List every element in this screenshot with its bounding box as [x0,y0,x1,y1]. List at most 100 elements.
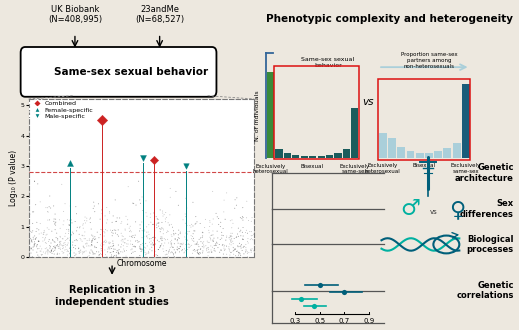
Point [118,233,126,239]
Point [207,243,215,248]
Bar [443,148,452,158]
Point [106,246,114,251]
Point [59,243,67,248]
Point [207,250,215,255]
Point [214,235,222,241]
Point [83,218,91,223]
Point [89,250,97,255]
Point [144,250,153,256]
Point [72,211,80,216]
Point [189,248,197,253]
Point [240,251,248,256]
Point [135,239,143,244]
Point [239,215,247,220]
Point [159,214,167,219]
Point [219,226,227,231]
Point [63,236,72,241]
Point [40,228,48,233]
Point [160,240,169,246]
Point [200,245,208,250]
Point [98,211,106,216]
Text: 23andMe
(N=68,527): 23andMe (N=68,527) [135,5,184,24]
Point [183,231,192,237]
Point [198,233,207,239]
Point [87,226,95,232]
Text: Proportion same-sex
partners among
non-heterosexuals: Proportion same-sex partners among non-h… [401,52,457,69]
Point [183,223,191,228]
Point [69,240,77,245]
Point [91,245,99,250]
Point [103,228,111,233]
Point [87,242,95,248]
Point [44,248,52,253]
Point [159,249,168,254]
Point [242,242,250,247]
Point [142,241,150,246]
Point [77,248,85,253]
Point [221,243,229,248]
Point [61,231,70,236]
Point [183,205,191,211]
Point [124,238,132,243]
Point [58,182,66,187]
Point [51,246,60,251]
Point [122,253,130,259]
Point [81,236,90,241]
Point [175,236,183,241]
Point [187,222,196,227]
Point [227,240,236,245]
Point [126,228,134,233]
Point [50,216,58,222]
Point [206,224,214,229]
Bar [343,149,350,158]
Point [73,228,81,234]
Point [72,237,80,242]
Point [227,250,235,255]
Point [146,236,154,242]
Point [120,240,129,246]
Point [93,240,102,245]
Point [192,221,200,226]
Point [114,248,122,254]
Point [43,245,51,250]
Point [234,244,242,249]
Point [42,235,50,240]
Point [86,250,94,255]
Point [212,243,220,248]
Point [112,228,120,233]
Point [51,222,60,228]
Point [196,247,204,252]
Point [33,244,41,249]
Point [168,250,176,255]
Point [208,221,216,227]
Point [226,238,235,243]
Point [80,236,88,241]
Point [59,243,67,248]
Point [72,204,80,209]
Point [222,235,230,240]
Point [75,250,84,256]
Point [95,252,103,258]
Point [129,201,137,206]
Bar [453,143,460,158]
Point [185,245,194,250]
Point [162,248,170,253]
Point [83,241,91,247]
Point [51,219,60,225]
Point [199,248,207,253]
Point [120,236,128,242]
Point [27,246,35,251]
Point [41,236,49,242]
Point [139,156,147,161]
Point [112,250,120,255]
Point [156,236,165,241]
Point [236,215,244,220]
Text: 0.7: 0.7 [339,317,350,323]
Point [56,217,64,222]
Point [50,245,59,250]
Point [32,236,40,241]
Point [174,241,182,246]
Point [197,239,205,244]
Point [56,242,64,248]
Point [92,245,101,250]
